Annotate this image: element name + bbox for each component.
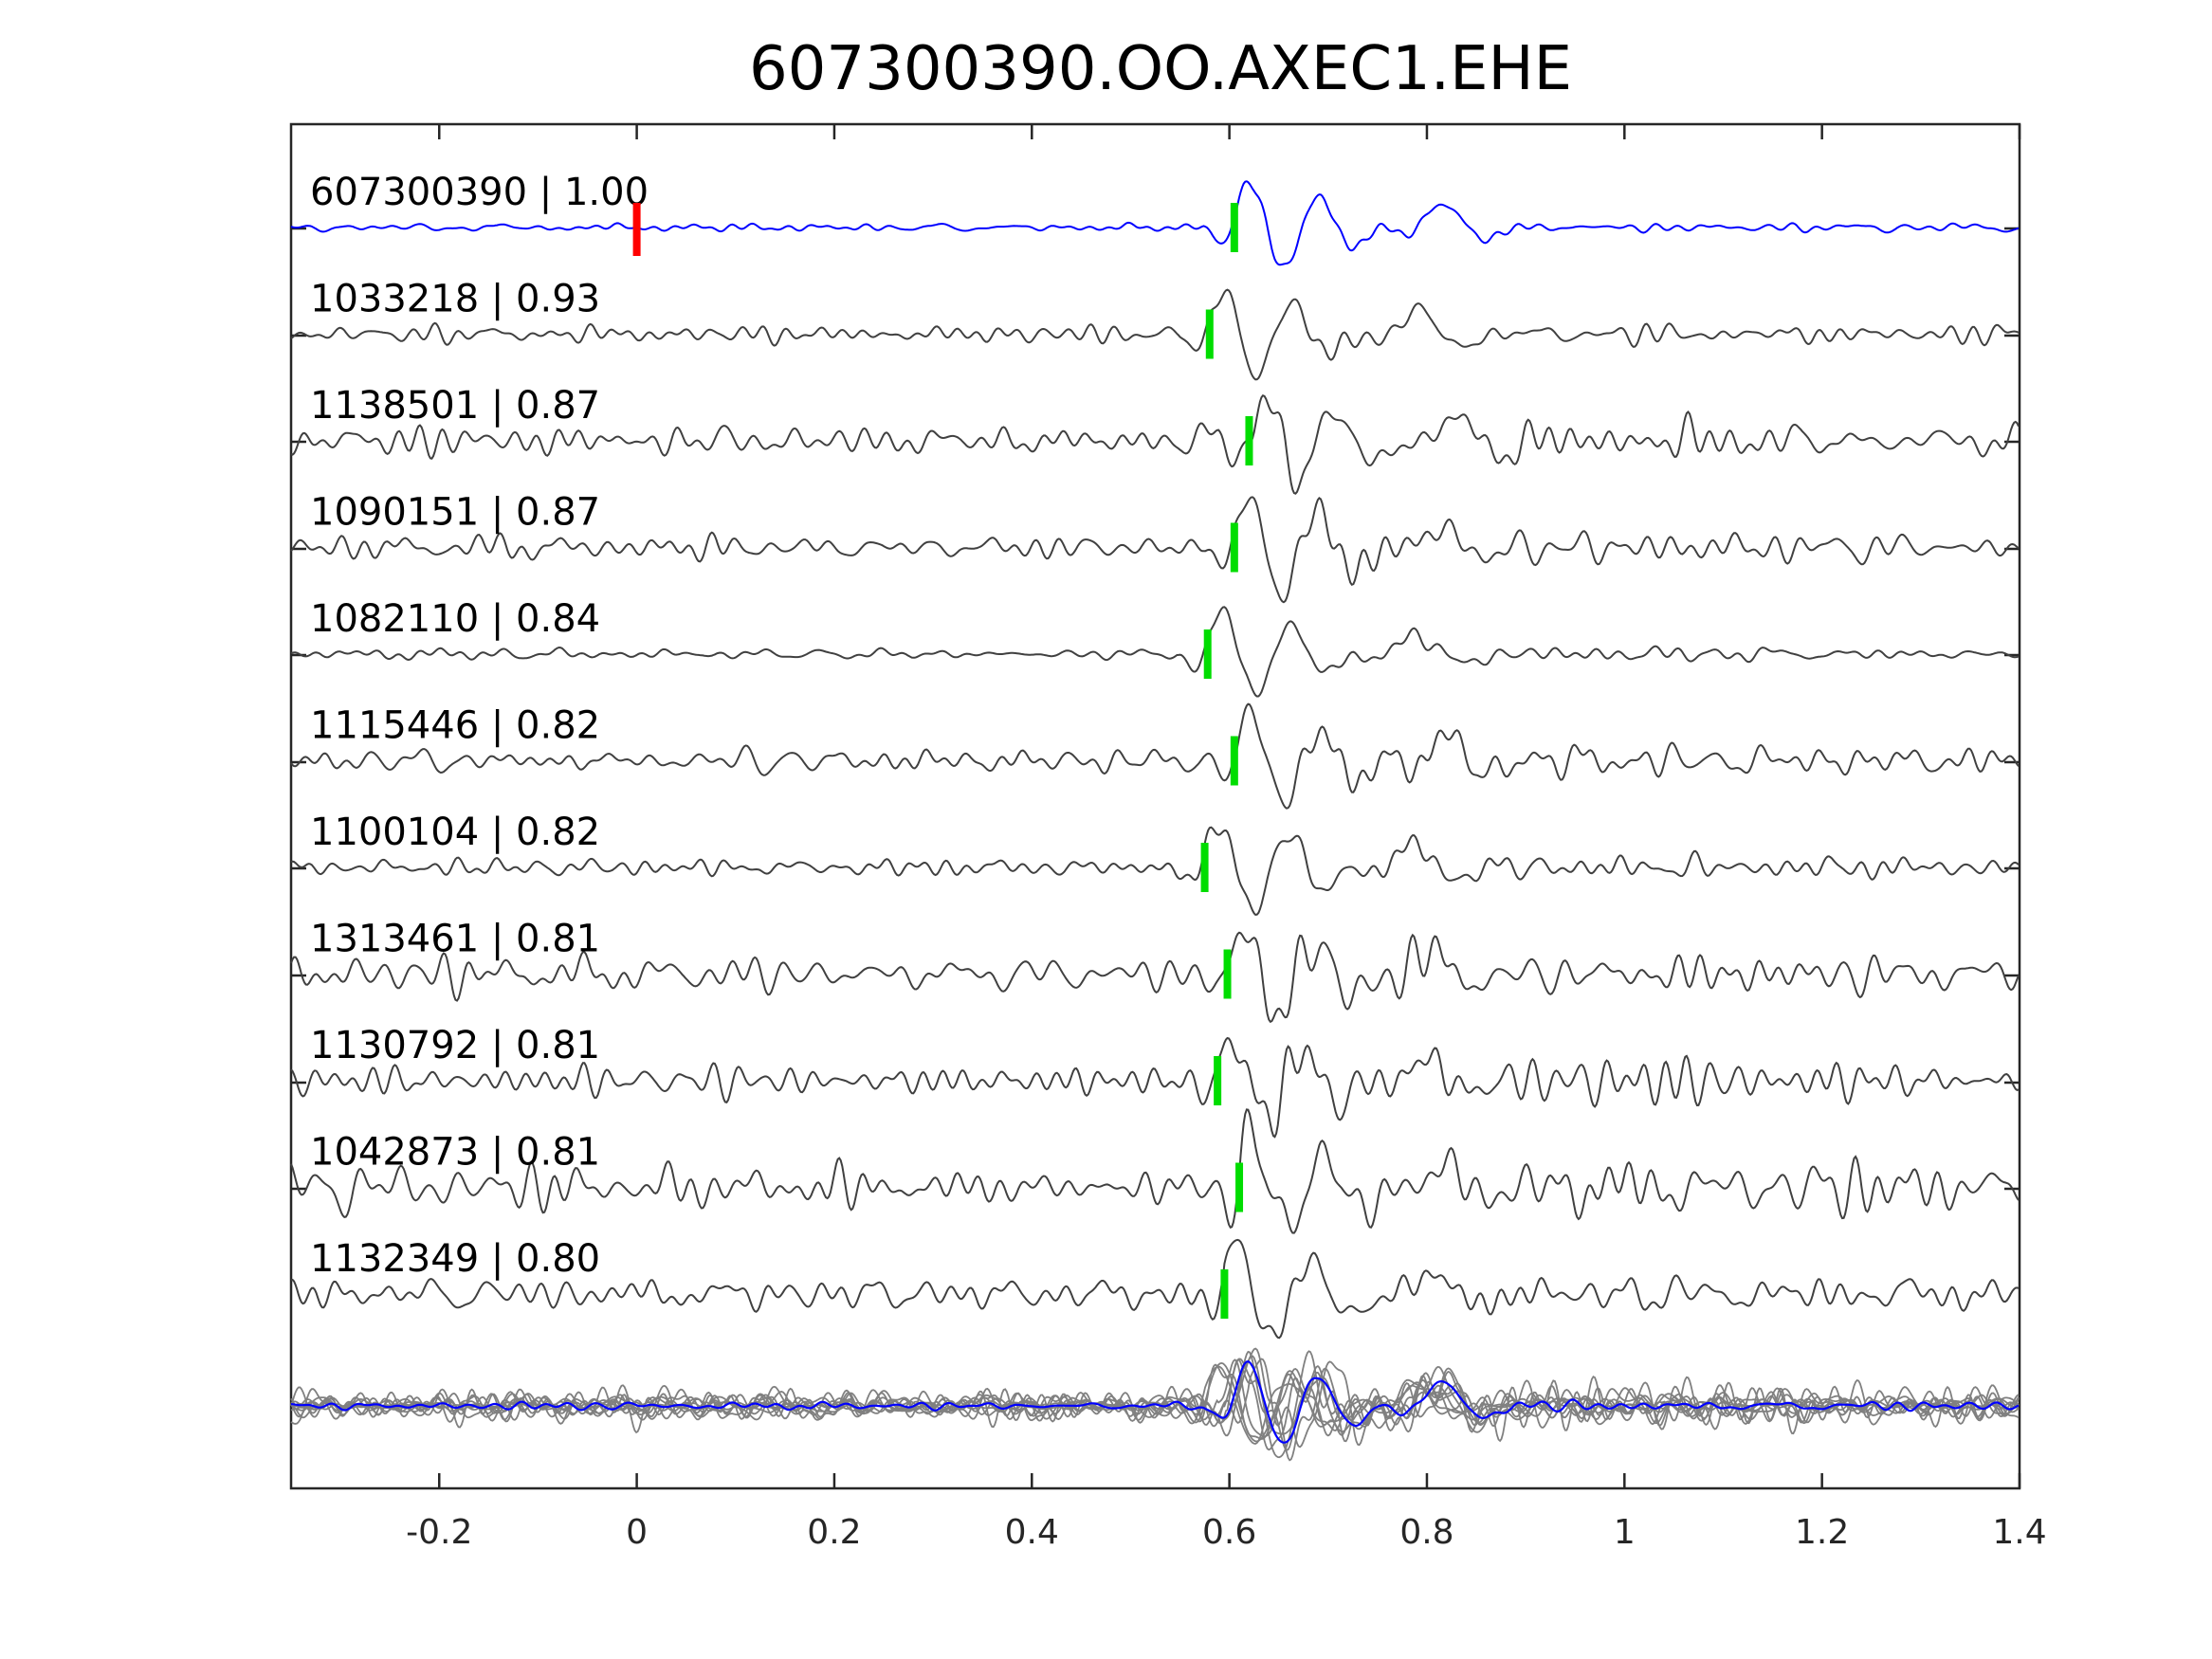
trace-label: 1033218 | 0.93 [310, 278, 600, 321]
axes-box [289, 122, 2021, 1490]
waveform-trace [290, 826, 2020, 916]
trace-label: 1130792 | 0.81 [310, 1024, 600, 1067]
x-tick-label: 1.2 [1795, 1513, 1849, 1552]
x-axis: -0.2 0 0.2 0.4 0.6 0.8 1 1.2 1.4 [291, 124, 2047, 1552]
x-tick-label: 0.6 [1202, 1513, 1256, 1552]
stack-template-trace [290, 1360, 2020, 1444]
template-trace [290, 180, 2020, 266]
x-tick-label: 1 [1614, 1513, 1636, 1552]
trace-group [290, 180, 2020, 1340]
pick-markers [632, 203, 1253, 1319]
trace-label: 1100104 | 0.82 [310, 811, 600, 854]
trace-label: 1313461 | 0.81 [310, 918, 600, 961]
trace-label: 1090151 | 0.87 [310, 491, 600, 535]
x-tick-label: 0.8 [1399, 1513, 1453, 1552]
waveform-trace [290, 496, 2020, 604]
waveform-trace [290, 288, 2020, 381]
waveform-trace [290, 1238, 2020, 1340]
trace-label: 1115446 | 0.82 [310, 704, 600, 748]
stack-trace [290, 1358, 2020, 1451]
chart-title: 607300390.OO.AXEC1.EHE [749, 34, 1572, 104]
x-tick-label: 0 [626, 1513, 648, 1552]
trace-label: 1082110 | 0.84 [310, 597, 600, 641]
x-tick-label: 0.2 [807, 1513, 861, 1552]
waveform-trace [290, 1108, 2020, 1234]
x-tick-label: 1.4 [1992, 1513, 2046, 1552]
trace-label-group: 607300390 | 1.00 1033218 | 0.93 1138501 | … [310, 171, 649, 1281]
waveform-trace [290, 606, 2020, 698]
x-tick-label: -0.2 [406, 1513, 472, 1552]
trace-label: 1042873 | 0.81 [310, 1131, 600, 1175]
trace-label: 607300390 | 1.00 [310, 171, 649, 214]
waveform-trace [290, 393, 2020, 495]
trace-label: 1132349 | 0.80 [310, 1237, 600, 1281]
overlay-stack [290, 1347, 2020, 1462]
trace-label: 1138501 | 0.87 [310, 384, 600, 428]
waveform-trace [290, 931, 2020, 1024]
x-tick-label: 0.4 [1005, 1513, 1059, 1552]
waveform-trace [290, 1036, 2020, 1139]
waveform-trace [290, 702, 2020, 810]
